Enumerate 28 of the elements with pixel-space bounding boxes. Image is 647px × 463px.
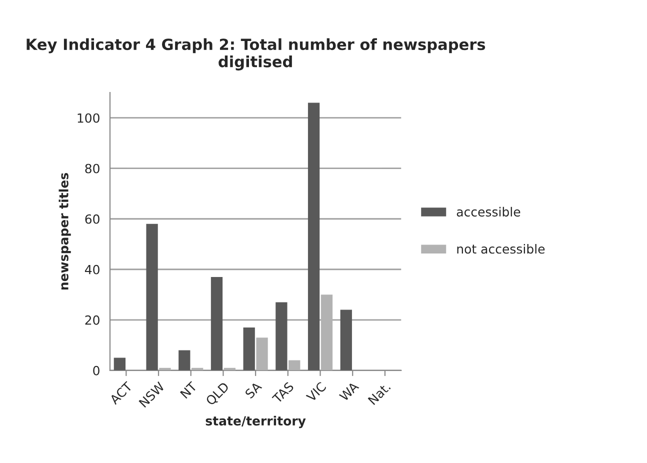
- x-tick-label: SA: [244, 381, 262, 399]
- y-tick-label: 20: [85, 315, 100, 325]
- x-tick-label: WA: [338, 381, 360, 402]
- bar: [243, 327, 255, 370]
- y-tick-label: 100: [78, 113, 100, 123]
- bar: [210, 276, 223, 370]
- x-tick-label: Nat.: [368, 382, 391, 406]
- bar: [276, 302, 288, 370]
- x-axis-title: state/territory: [206, 416, 306, 428]
- legend-label: accessible: [456, 206, 520, 217]
- bar: [256, 338, 268, 370]
- y-tick-label: 40: [84, 264, 100, 274]
- bar: [178, 350, 190, 370]
- y-tick-label: 60: [85, 214, 100, 224]
- bar: [114, 358, 126, 370]
- bar: [146, 224, 158, 370]
- chart-title: Key Indicator 4 Graph 2: Total number of newspapers digitised: [26, 38, 486, 70]
- bar: [288, 360, 300, 370]
- bar: [340, 310, 352, 370]
- legend-label: not accessible: [457, 244, 545, 254]
- y-tick-label: 80: [85, 164, 100, 174]
- bar: [320, 294, 333, 370]
- y-axis-title: newspaper titles: [58, 173, 71, 290]
- y-tick-label: 0: [93, 366, 100, 376]
- x-tick-label: NT: [180, 381, 198, 399]
- x-tick-label: TAS: [272, 381, 294, 404]
- bar: [308, 102, 320, 370]
- x-tick-label: VIC: [306, 381, 327, 402]
